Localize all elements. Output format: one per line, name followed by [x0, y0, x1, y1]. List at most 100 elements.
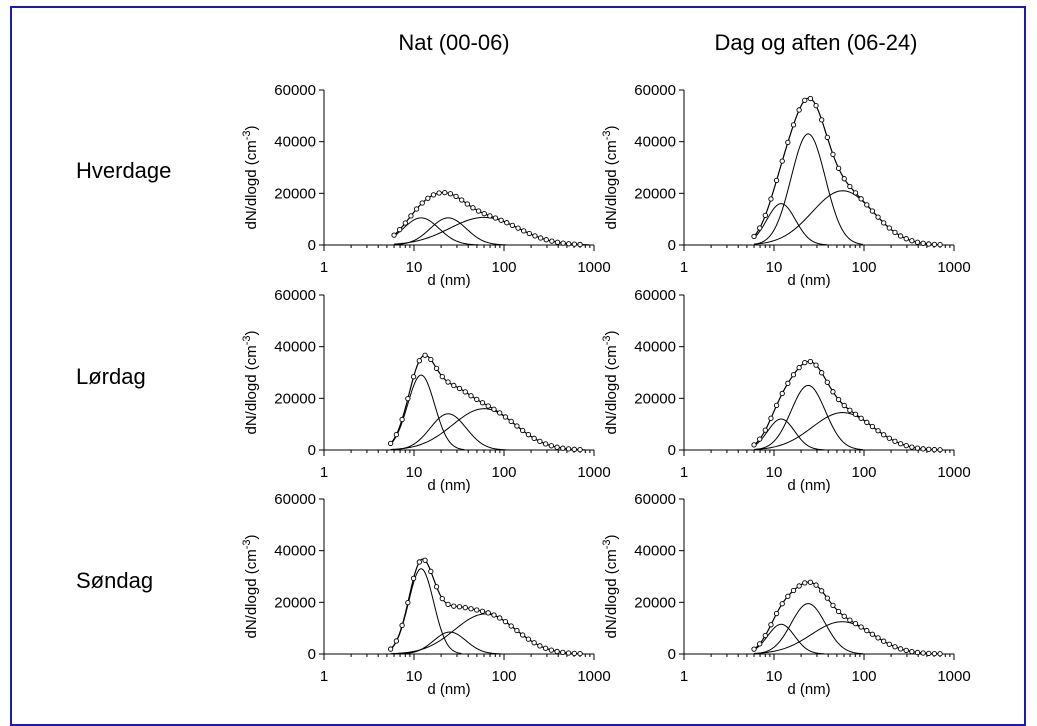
panel-3-2-data-point — [932, 651, 936, 655]
panel-2-1-data-point — [561, 446, 565, 450]
panel-1-1-data-point — [397, 227, 401, 231]
panel-1-2-data-point — [927, 242, 931, 246]
panel-1-2-data-point — [893, 230, 897, 234]
panel-2-1-x-tick-label: 100 — [491, 464, 516, 481]
panel-1-2-data-point — [865, 203, 869, 207]
panel-3-1-y-tick-label: 20000 — [274, 594, 316, 611]
panel-2-1-x-tick-label: 1 — [320, 464, 328, 481]
panel-2-1-x-tick-label: 1000 — [577, 464, 610, 481]
panel-1-2-data-point — [780, 159, 784, 163]
panel-3-1-data-point — [434, 585, 438, 589]
panel-1-1-data-point — [567, 242, 571, 246]
panel-2-2-data-point — [757, 437, 761, 441]
panel-1-1-data-point — [505, 221, 509, 225]
panel-3-1-data-point — [503, 619, 507, 623]
panel-3-1-data-point — [429, 569, 433, 573]
panel-2-2-data-point — [786, 381, 790, 385]
panel-1-1-x-tick-label: 1 — [320, 259, 328, 276]
panel-3-2-data-point — [803, 581, 807, 585]
panel-3-2-total-fit — [754, 582, 940, 654]
panel-1-1-data-point — [454, 194, 458, 198]
panel-3-2-data-point — [769, 623, 773, 627]
panel-2-2-x-label: d (nm) — [787, 477, 830, 494]
panel-1-1-mode-3 — [394, 217, 589, 244]
panel-3-1-total-fit — [391, 559, 580, 654]
panel-3-2-data-point — [831, 603, 835, 607]
panel-3-1-mode-1 — [391, 569, 462, 654]
panel-3-2-data-point — [927, 651, 931, 655]
panel-3-2-data-point — [819, 589, 823, 593]
panel-2-2-y-tick-label: 40000 — [634, 339, 676, 356]
panel-3-1-data-point — [555, 649, 559, 653]
panel-2-2-y-tick-label: 0 — [668, 442, 676, 459]
panel-1-2-mode-2 — [754, 134, 863, 244]
panel-1-1-data-point — [572, 242, 576, 246]
panel-1-2-x-tick-label: 1000 — [937, 259, 970, 276]
panel-1-1-data-point — [533, 234, 537, 238]
panel-3-1-data-point — [394, 639, 398, 643]
panel-1-2-data-point — [831, 152, 835, 156]
panel-1-1-data-point — [409, 214, 413, 218]
panel-3-1-data-point — [509, 624, 513, 628]
panel-3-1-data-point — [515, 628, 519, 632]
panel-2-1-data-point — [578, 447, 582, 451]
panel-1-2-data-point — [774, 178, 778, 182]
panel-2-1-data-point — [411, 375, 415, 379]
panel-2-2-data-point — [836, 397, 840, 401]
panel-1-1-data-point — [482, 211, 486, 215]
panel-1-1-data-point — [510, 223, 514, 227]
panel-1-2-data-point — [876, 215, 880, 219]
panel-1-2-data-point — [842, 177, 846, 181]
panel-2-1-data-point — [492, 407, 496, 411]
panel-1-1-data-point — [550, 239, 554, 243]
panel-2-1-data-point — [526, 432, 530, 436]
panel-1-1-data-point — [544, 238, 548, 242]
panel-2-1-data-point — [480, 401, 484, 405]
panel-2-2-data-point — [752, 443, 756, 447]
panel-3-1-data-point — [457, 605, 461, 609]
panel-1-2-data-point — [819, 118, 823, 122]
panel-3-2-data-point — [774, 611, 778, 615]
panel-1-2-data-point — [859, 197, 863, 201]
panel-3-2-data-point — [865, 628, 869, 632]
panel-3-2-data-point — [881, 639, 885, 643]
panel-2-1-mode-3 — [391, 409, 585, 450]
panel-1-1-data-point — [499, 218, 503, 222]
panel-3-1-data-point — [469, 607, 473, 611]
panel-1-2-data-point — [808, 96, 812, 100]
panel-3-2-data-point — [915, 650, 919, 654]
panel-2-2-x-tick-label: 1000 — [937, 464, 970, 481]
panel-3-2-y-tick-label: 40000 — [634, 543, 676, 560]
panel-2-2-data-point — [848, 408, 852, 412]
panel-3-1-data-point — [446, 602, 450, 606]
panel-3-2-data-point — [757, 642, 761, 646]
panel-1-2-data-point — [786, 140, 790, 144]
panel-2-2-data-point — [853, 412, 857, 416]
panel-3-1-data-point — [549, 648, 553, 652]
panel-2-2-data-point — [803, 360, 807, 364]
panel-3-1-data-point — [452, 604, 456, 608]
panel-3-1-data-point — [526, 637, 530, 641]
panel-1-1-data-point — [516, 226, 520, 230]
panel-1-1-x-tick-label: 1000 — [577, 259, 610, 276]
panel-3-1-x-tick-label: 10 — [406, 668, 423, 685]
panel-3-1-mode-2 — [398, 632, 502, 654]
panel-2-2-data-point — [814, 363, 818, 367]
panel-1-2-y-label: dN/dlogd (cm-3) — [601, 126, 620, 230]
panel-2-2-data-point — [774, 403, 778, 407]
panel-2-1-data-point — [475, 397, 479, 401]
panel-1-1-y-tick-label: 20000 — [274, 185, 316, 202]
panel-1-2-data-point — [848, 184, 852, 188]
panel-1-1-data-point — [426, 196, 430, 200]
panel-3-1-data-point — [400, 623, 404, 627]
panel-2-2-mode-1 — [754, 419, 824, 450]
panel-3-2-data-point — [921, 651, 925, 655]
panel-1-1-data-point — [414, 207, 418, 211]
panel-2-2-total-fit — [754, 361, 940, 449]
panel-1-1-data-point — [448, 192, 452, 196]
panel-3-1-mode-3 — [391, 614, 584, 654]
panel-2-1-y-tick-label: 20000 — [274, 390, 316, 407]
panel-1-2-data-point — [825, 135, 829, 139]
panel-1-2-data-point — [853, 191, 857, 195]
panel-3-2-data-point — [876, 636, 880, 640]
